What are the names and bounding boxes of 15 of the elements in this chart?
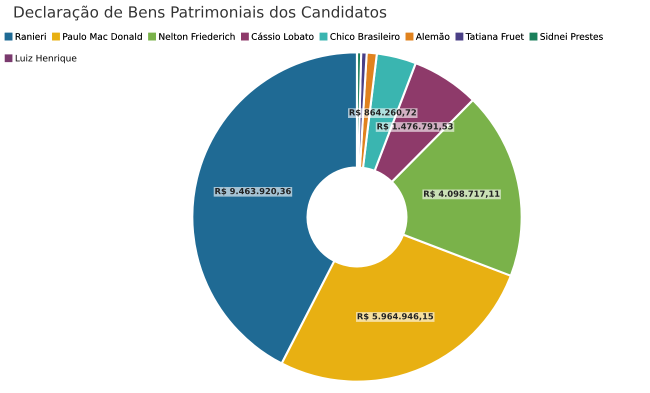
data-label: R$ 5.964.946,15 xyxy=(358,312,434,321)
data-label: R$ 9.463.920,36 xyxy=(215,188,291,196)
data-label: R$ 864.260,72 xyxy=(350,109,416,117)
legend-label: Sidnei Prestes xyxy=(540,32,603,40)
legend-label: Tatiana Fruet xyxy=(466,32,524,40)
legend-label: Alemão xyxy=(416,32,450,40)
legend-label: Ranieri xyxy=(16,32,46,40)
legend-label: Luiz Henrique xyxy=(16,54,76,64)
data-label: R$ 4.098.717,11 xyxy=(424,190,500,198)
legend-label: Nelton Friederich xyxy=(159,32,235,40)
legend-label: Chico Brasileiro xyxy=(330,32,400,40)
chart-title: Declaração de Bens Patrimoniais dos Candidatos xyxy=(14,6,386,20)
legend-label: Cássio Lobato xyxy=(252,32,314,40)
legend-label: Paulo Mac Donald xyxy=(63,32,142,40)
data-label: R$ 1.476.791,53 xyxy=(377,122,453,131)
